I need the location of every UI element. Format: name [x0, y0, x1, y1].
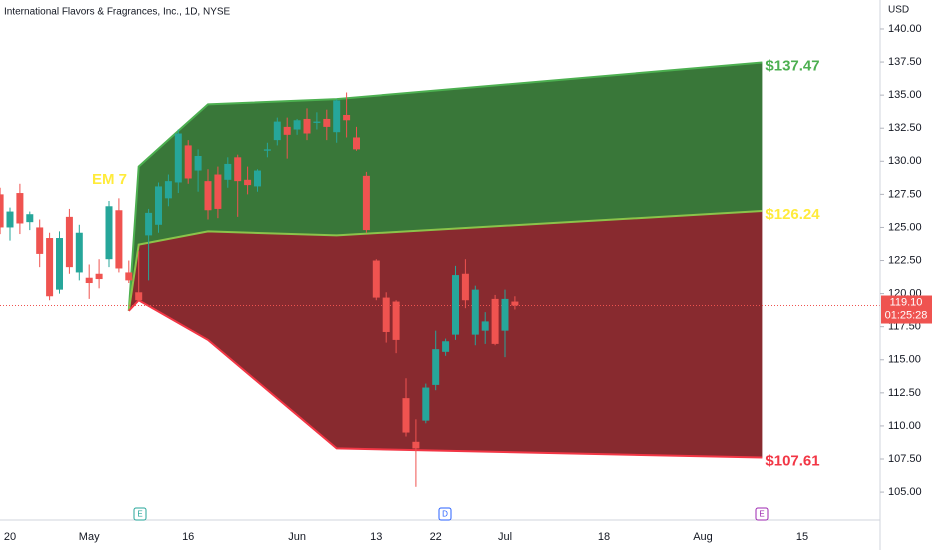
band-label: $137.47 — [765, 57, 819, 74]
x-tick-label: Jun — [288, 531, 306, 543]
candle-body — [343, 114, 351, 121]
candle-body — [204, 181, 212, 211]
event-label: E — [137, 510, 142, 519]
band-label: $107.61 — [765, 453, 819, 470]
candle-body — [353, 137, 360, 150]
candle-body — [254, 170, 261, 187]
candle-body — [432, 349, 440, 385]
candle-body — [402, 398, 410, 433]
event-label: E — [759, 510, 764, 519]
candle-body — [491, 298, 499, 344]
candle-body — [75, 232, 83, 273]
candle-body — [224, 163, 232, 180]
candle-body — [164, 181, 172, 199]
y-tick-label: 125.00 — [888, 221, 922, 233]
candle-body — [194, 156, 202, 171]
y-tick-label: 132.50 — [888, 122, 922, 134]
candle-body — [65, 216, 73, 268]
y-tick-label: 135.00 — [888, 89, 922, 101]
candle-body — [442, 341, 450, 352]
candle-body — [214, 174, 222, 209]
event-marker — [133, 507, 147, 521]
lower-band-fill — [128, 211, 763, 458]
candle-body — [333, 100, 341, 133]
y-tick-label: 137.50 — [888, 56, 922, 68]
candle-body — [303, 118, 311, 134]
candle-body — [95, 273, 103, 280]
plot-area — [0, 61, 880, 487]
band-line — [127, 210, 763, 311]
event-marker — [755, 507, 769, 521]
candle-body — [372, 260, 380, 298]
candle-body — [125, 272, 133, 281]
candle-body — [234, 157, 242, 182]
candle-body — [105, 206, 113, 260]
candle-body — [56, 238, 63, 290]
y-tick-label: 107.50 — [888, 453, 922, 465]
y-tick-label: 127.50 — [888, 188, 922, 200]
last-price-label: 119.10 — [890, 296, 923, 308]
x-tick-label: May — [79, 531, 100, 543]
x-tick-label: Jul — [498, 531, 512, 543]
y-tick-label: 117.50 — [888, 321, 921, 333]
candle-body — [471, 289, 479, 335]
event-marker — [438, 507, 452, 521]
candle-body — [155, 186, 162, 225]
candle-body — [412, 441, 420, 449]
y-tick-label: 115.00 — [888, 354, 921, 366]
band-line — [128, 298, 763, 459]
x-tick-label: 20 — [4, 531, 16, 543]
candle-body — [174, 133, 182, 183]
currency: USD — [888, 5, 909, 16]
annotation: EM 7 — [92, 171, 127, 188]
candle-body — [293, 120, 301, 130]
y-tick-label: 122.50 — [888, 254, 922, 266]
candle-body — [461, 273, 469, 301]
countdown: 01:25:28 — [885, 309, 928, 321]
candle-body — [85, 277, 93, 284]
x-tick-label: 16 — [182, 531, 194, 543]
chart-title: International Flavors & Fragrances, Inc.… — [4, 7, 231, 18]
candle-body — [382, 297, 390, 332]
price-tag — [881, 295, 932, 324]
candle-body — [135, 292, 143, 301]
candle-body — [422, 387, 430, 421]
candle-body — [501, 298, 509, 331]
candle-body — [313, 121, 321, 123]
candle-body — [115, 210, 123, 269]
candle-body — [283, 126, 291, 135]
event-label: D — [442, 510, 448, 519]
candle-body — [392, 301, 400, 340]
x-tick-label: 22 — [430, 531, 442, 543]
candle-body — [26, 214, 34, 223]
y-tick-label: 112.50 — [888, 387, 921, 399]
y-tick-label: 130.00 — [888, 155, 922, 167]
candle-body — [184, 145, 192, 179]
candle-body — [244, 179, 252, 186]
x-tick-label: 13 — [370, 531, 382, 543]
candle-body — [511, 301, 519, 306]
candle-body — [481, 321, 489, 331]
candle-body — [0, 194, 4, 228]
candle-body — [452, 275, 459, 335]
x-tick-label: Aug — [693, 531, 713, 543]
candle-body — [323, 118, 331, 127]
y-tick-label: 140.00 — [888, 23, 922, 35]
y-tick-label: 110.00 — [888, 420, 921, 432]
candle-body — [46, 238, 54, 297]
x-tick-label: 18 — [598, 531, 610, 543]
band-label: $126.24 — [765, 206, 820, 223]
candle-body — [273, 121, 281, 141]
candle-body — [362, 175, 370, 231]
candle-body — [6, 211, 14, 228]
x-tick-label: 15 — [796, 531, 808, 543]
candle-body — [145, 212, 153, 236]
y-tick-label: 105.00 — [888, 486, 922, 498]
band-line — [127, 61, 763, 311]
candle-body — [16, 193, 24, 224]
candle-body — [36, 227, 44, 254]
candle-body — [263, 149, 271, 151]
